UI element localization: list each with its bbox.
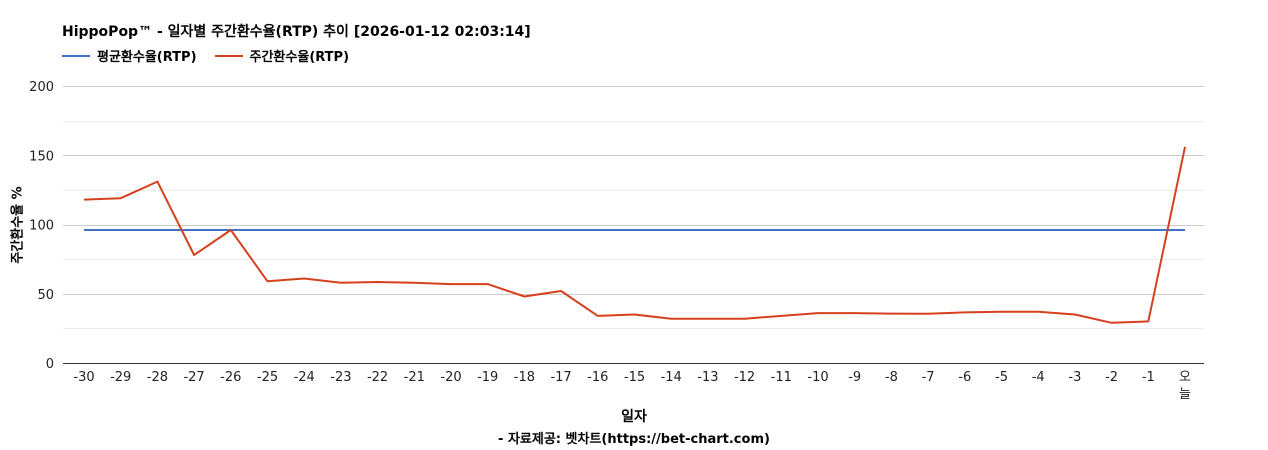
svg-text:-21: -21 [404,370,425,385]
x-tick-label: -27 [183,370,204,385]
x-axis-label: 일자 [621,409,647,425]
x-tick-label: -9 [848,370,861,385]
svg-text:-14: -14 [661,370,682,385]
svg-text:-15: -15 [624,370,645,385]
x-tick-label: -22 [367,370,388,385]
x-tick-label: -6 [958,370,971,385]
svg-text:-12: -12 [734,370,755,385]
legend-item-weekly-rtp[interactable]: 주간환수율(RTP) [214,46,350,65]
x-tick-label: -4 [1032,370,1045,385]
legend-item-avg-rtp[interactable]: 평균환수율(RTP) [62,46,197,65]
svg-text:-2: -2 [1105,370,1118,385]
svg-text:-3: -3 [1068,370,1081,385]
y-axis-label: 주간환수율 % [10,186,26,264]
svg-text:-5: -5 [995,370,1008,385]
x-tick-label: 오늘 [1179,370,1191,402]
svg-text:-10: -10 [807,370,828,385]
y-tick-label: 200 [29,80,54,95]
legend-swatch-avg-rtp [62,54,90,57]
x-tick-label: -3 [1068,370,1081,385]
legend-label-avg-rtp: 평균환수율(RTP) [97,50,197,65]
svg-text:-30: -30 [73,370,94,385]
x-tick-label: -1 [1142,370,1155,385]
gridlines [63,86,1204,364]
x-tick-label: -26 [220,370,241,385]
svg-text:-18: -18 [514,370,535,385]
svg-text:-4: -4 [1032,370,1045,385]
svg-text:-6: -6 [958,370,971,385]
svg-text:-24: -24 [294,370,315,385]
y-tick-label: 100 [29,219,54,234]
x-tick-label: -30 [73,370,94,385]
y-tick-labels: 0 50 100 150 200 [29,80,54,372]
y-tick-label: 150 [29,149,54,164]
x-tick-label: -14 [661,370,682,385]
legend-label-weekly-rtp: 주간환수율(RTP) [249,50,350,65]
x-tick-label: -25 [257,370,278,385]
source-credit: - 자료제공: 벳차트(https://bet-chart.com) [498,432,770,447]
x-tick-label: -24 [294,370,315,385]
y-tick-label: 50 [37,288,54,303]
x-tick-label: -5 [995,370,1008,385]
svg-text:-28: -28 [147,370,168,385]
svg-text:-19: -19 [477,370,498,385]
x-tick-label: -17 [550,370,571,385]
x-tick-label: -11 [771,370,792,385]
series-lines [83,146,1186,324]
x-tick-label: -8 [885,370,898,385]
x-tick-label: -15 [624,370,645,385]
x-tick-label: -23 [330,370,351,385]
series-line-weekly-rtp [83,146,1186,324]
x-tick-label: -7 [922,370,935,385]
x-tick-label: -18 [514,370,535,385]
x-tick-label: -10 [807,370,828,385]
x-tick-label: -12 [734,370,755,385]
svg-text:-16: -16 [587,370,608,385]
legend: 평균환수율(RTP) 주간환수율(RTP) [62,46,367,65]
svg-text:-22: -22 [367,370,388,385]
svg-text:-11: -11 [771,370,792,385]
x-tick-label: -21 [404,370,425,385]
svg-text:-9: -9 [848,370,861,385]
svg-text:-26: -26 [220,370,241,385]
svg-text:-20: -20 [440,370,461,385]
svg-text:-17: -17 [550,370,571,385]
svg-text:-1: -1 [1142,370,1155,385]
svg-text:-29: -29 [110,370,131,385]
svg-text:늘: 늘 [1179,387,1191,402]
svg-text:-23: -23 [330,370,351,385]
svg-text:-8: -8 [885,370,898,385]
x-tick-label: -19 [477,370,498,385]
x-tick-label: -16 [587,370,608,385]
chart-title: HippoPop™ - 일자별 주간환수율(RTP) 추이 [2026-01-1… [62,24,531,40]
svg-text:오: 오 [1179,370,1191,385]
svg-text:-25: -25 [257,370,278,385]
x-tick-labels: -30 -29 -28 -27 -26 -25 -24 -23 -22 -21 -20 -19 -18-… [73,370,1191,402]
x-tick-label: -13 [697,370,718,385]
svg-text:-27: -27 [183,370,204,385]
x-tick-label: -29 [110,370,131,385]
legend-swatch-weekly-rtp [214,54,243,57]
y-tick-label: 0 [46,357,54,372]
svg-text:-7: -7 [922,370,935,385]
x-tick-label: -28 [147,370,168,385]
x-tick-label: -20 [440,370,461,385]
x-tick-label: -2 [1105,370,1118,385]
svg-text:-13: -13 [697,370,718,385]
